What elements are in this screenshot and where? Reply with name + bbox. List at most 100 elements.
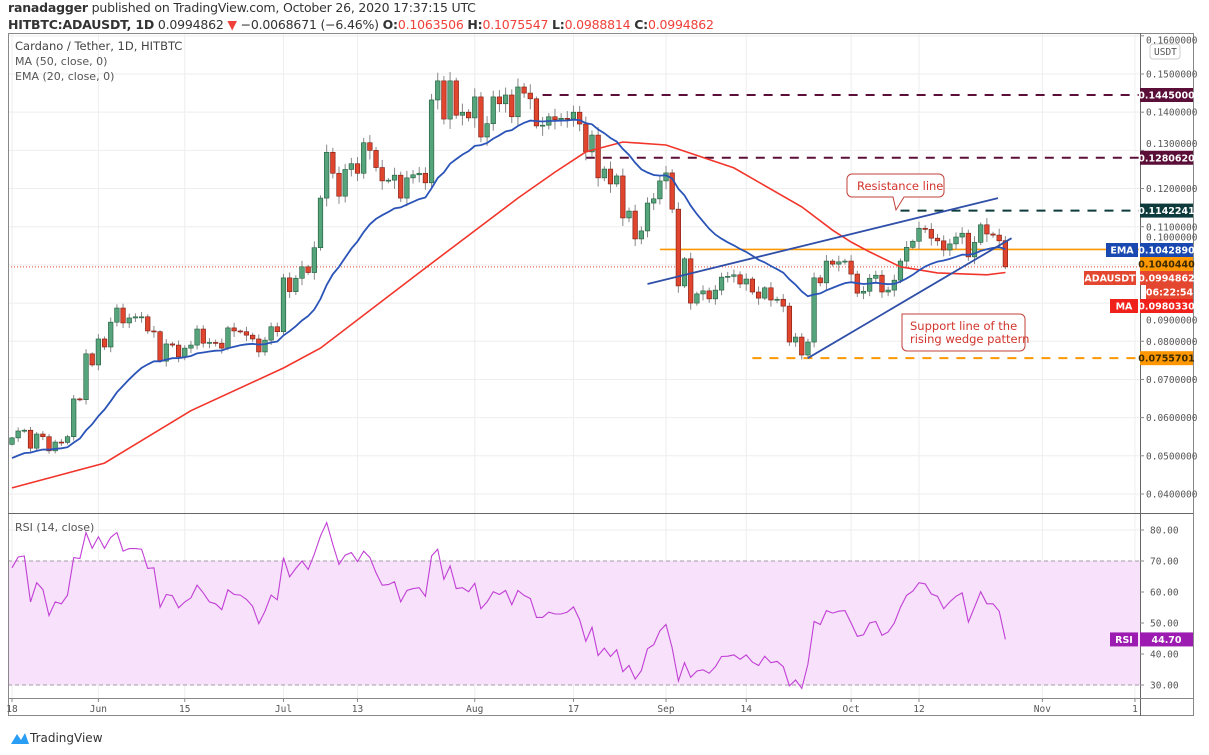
candle-up <box>842 260 848 263</box>
level-price-tag: 0.1445000 <box>1138 90 1195 101</box>
candle-down <box>46 436 52 452</box>
candle-down <box>58 441 64 444</box>
candle-down <box>441 80 447 120</box>
price-tick-label: 0.1200000 <box>1146 184 1198 195</box>
candle-down <box>169 343 176 346</box>
level-price-tag-bg <box>1140 150 1193 165</box>
level-price-tag-bg <box>1140 203 1193 218</box>
candle-up <box>792 336 799 343</box>
candle-up <box>194 328 200 346</box>
candle-up <box>860 290 867 294</box>
candle-down <box>675 208 681 287</box>
candle-down <box>77 398 83 401</box>
price-tags: 0.1445000 0.1280620 0.1142241 0.1040440 0.07… <box>1084 87 1195 647</box>
high-label: H: <box>467 17 483 32</box>
candle-down <box>453 80 459 116</box>
candle-up <box>959 232 965 238</box>
candle-up <box>9 437 15 445</box>
candle-up <box>71 398 77 438</box>
candle-up <box>904 247 910 262</box>
candle-down <box>219 342 225 349</box>
candle-down <box>669 172 675 210</box>
candle-up <box>293 277 299 292</box>
price-tick-label: 0.1500000 <box>1146 70 1198 81</box>
candle-down <box>632 210 638 240</box>
tradingview-logo[interactable]: TradingView <box>10 730 103 746</box>
ma-name-tag-bg <box>1110 299 1138 313</box>
level-price-tag-bg <box>1140 351 1193 366</box>
candle-up <box>971 242 978 258</box>
ema-legend[interactable]: EMA (20, close, 0) <box>15 70 114 83</box>
ema20-line[interactable] <box>11 118 1006 459</box>
candle-up <box>891 279 897 291</box>
candle-up <box>725 276 731 278</box>
resistance-callout[interactable]: Resistance line <box>846 173 945 212</box>
candle-down <box>89 353 95 366</box>
candle-up <box>348 163 354 170</box>
support-callout[interactable]: Support line of the rising wedge pattern <box>901 313 1029 352</box>
ema-price-tag: 0.1042890 <box>1138 246 1195 257</box>
candle-down <box>607 168 614 185</box>
rsi-value-tag: 44.70 <box>1151 635 1181 646</box>
ma50-line[interactable] <box>11 141 1006 489</box>
resistance-trendline[interactable] <box>647 197 999 285</box>
ema-price-tag-bg <box>1140 243 1193 257</box>
candle-up <box>435 80 441 101</box>
candle-down <box>521 86 527 94</box>
ma-legend[interactable]: MA (50, close, 0) <box>15 55 107 68</box>
candle-down <box>379 167 385 182</box>
time-tick-label: Sep <box>657 704 674 715</box>
rsi-line[interactable] <box>11 521 1006 690</box>
symbol-name-tag-bg <box>1084 271 1136 285</box>
candle-down <box>274 326 280 333</box>
candle-up <box>978 224 984 243</box>
ma-price-tag-bg <box>1140 299 1193 313</box>
candle-down <box>749 278 755 293</box>
level-price-tag: 0.1280620 <box>1138 153 1195 164</box>
price-axis[interactable]: 0.1600000 0.1500000 0.1400000 0.1300000 0.12… <box>1140 35 1198 500</box>
time-tick-label: 12 <box>913 704 924 715</box>
candle-up <box>515 86 521 118</box>
time-tick-label: 15 <box>179 704 190 715</box>
rsi-axis[interactable]: 80.00 70.00 60.00 50.00 40.00 30.00 <box>1140 526 1179 692</box>
level-price-tag: 0.1142241 <box>1138 206 1195 217</box>
candle-up <box>225 327 231 349</box>
candle-down <box>40 433 46 438</box>
rsi-band-fill <box>8 561 1140 685</box>
candle-up <box>558 117 564 121</box>
time-tick-label: Oct <box>843 704 860 715</box>
close-label: C: <box>634 17 648 32</box>
candle-up <box>428 99 435 184</box>
open-value: 0.1063506 <box>397 17 464 32</box>
candle-down <box>928 229 934 239</box>
candle-down <box>465 111 472 119</box>
low-label: L: <box>552 17 565 32</box>
candle-up <box>700 290 706 295</box>
candle-up <box>361 142 367 174</box>
author-name[interactable]: ranadagger <box>8 0 88 15</box>
candle-up <box>916 227 922 242</box>
candle-up <box>126 317 132 324</box>
candle-up <box>391 174 398 181</box>
time-tick-label: Nov <box>1034 704 1051 715</box>
candle-down <box>1002 240 1008 268</box>
support-trendline[interactable] <box>807 237 1012 359</box>
open-label: O: <box>382 17 398 32</box>
price-tick-label: 0.1000000 <box>1146 232 1198 243</box>
ema-name-tag-bg <box>1106 243 1138 257</box>
candle-up <box>280 277 287 333</box>
candle-up <box>410 174 416 179</box>
candle-down <box>354 163 361 174</box>
price-tick-label: 0.1400000 <box>1146 108 1198 119</box>
last-price: 0.0994862 <box>157 17 224 32</box>
time-axis[interactable]: 18 Jun 15 Jul 13 Aug 17 Sep 14 Oct 12 Nov 1 <box>6 698 1138 715</box>
rsi-legend[interactable]: RSI (14, close) <box>15 521 94 534</box>
currency-badge[interactable]: USDT <box>1149 43 1181 60</box>
candle-down <box>305 266 311 273</box>
candle-up <box>262 339 268 353</box>
trendlines[interactable] <box>647 197 1012 359</box>
time-tick-label: 18 <box>6 704 18 715</box>
level-price-tag: 0.1040440 <box>1138 260 1195 271</box>
level-price-tag: 0.0755701 <box>1138 354 1195 365</box>
